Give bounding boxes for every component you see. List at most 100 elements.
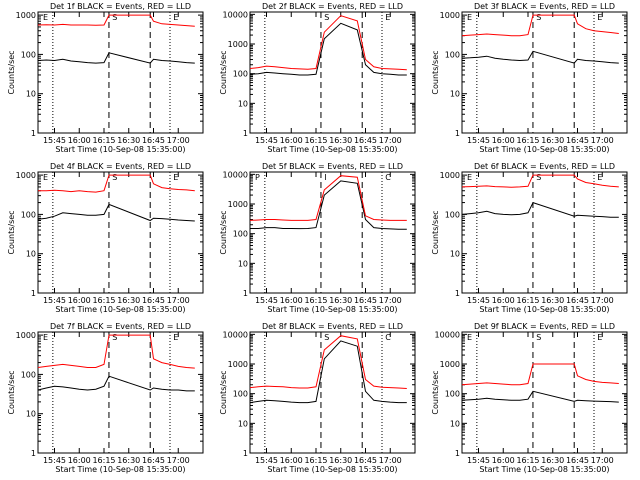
series-line-events [461,201,619,218]
series-line-lld [38,174,195,193]
series-line-events [37,203,195,222]
y-tick-label: 10 [450,250,460,259]
y-tick-label: 1000 [228,360,248,369]
x-tick-label: 16:30 [541,296,564,305]
event-marker-label: C [385,173,391,182]
series-line-lld [461,363,619,386]
y-tick-label: 1 [31,289,36,298]
event-marker-label: E [597,173,602,182]
event-marker-label: E [597,13,602,22]
x-tick-label: 15:45 [255,296,278,305]
plot-frame [249,171,416,294]
y-tick-label: 1000 [440,11,460,20]
y-tick-label: 10 [450,90,460,99]
series-line-lld [249,335,407,389]
x-tick-label: 16:15 [516,136,539,145]
y-tick-label: 100 [21,50,36,59]
x-tick-label: 17:00 [591,136,614,145]
chart-title: Det 6f BLACK = Events, RED = LLD [474,162,615,171]
chart-panel-4: Det 4f BLACK = Events, RED = LLD 1 10 100 10… [7,162,204,314]
y-tick-label: 100 [21,370,36,379]
event-marker-label: S [536,173,541,182]
series-line-lld [249,175,407,221]
x-tick-label: 15:45 [467,456,490,465]
y-axis-label: Counts/sec [7,370,16,414]
event-marker-label: S [536,333,541,342]
plot-frame [249,331,416,454]
series-line-lld [249,15,407,71]
x-tick-label: 16:00 [280,456,303,465]
y-tick-label: 1000 [228,40,248,49]
chart-panel-1: Det 1f BLACK = Events, RED = LLD 1 10 100 10… [7,2,204,154]
x-tick-label: 16:30 [329,296,352,305]
chart-title: Det 7f BLACK = Events, RED = LLD [50,322,191,331]
x-tick-label: 16:45 [142,456,165,465]
x-tick-label: 16:45 [566,136,589,145]
event-marker-label: I [324,173,326,182]
x-tick-label: 17:00 [591,456,614,465]
event-marker-label: S [324,333,329,342]
x-tick-label: 16:45 [566,296,589,305]
x-tick-label: 16:00 [492,296,515,305]
x-tick-label: 16:15 [92,456,115,465]
x-axis-label: Start Time (10-Sep-08 15:35:00) [55,305,185,314]
chart-panel-8: Det 8f BLACK = Events, RED = LLD 1 10 100 10… [219,322,416,474]
plot-frame [37,171,204,294]
y-axis-label: Counts/sec [219,210,228,254]
x-tick-label: 16:15 [304,456,327,465]
plot-frame [461,11,628,134]
y-axis-label: Counts/sec [7,210,16,254]
y-tick-label: 1 [31,129,36,138]
y-tick-label: 100 [445,50,460,59]
chart-panel-3: Det 3f BLACK = Events, RED = LLD 1 10 100 10… [431,2,628,154]
series-line-lld [461,14,619,37]
x-tick-label: 17:00 [167,296,190,305]
plot-frame [249,11,416,134]
series-line-events [461,50,619,64]
series-line-events [249,22,407,76]
event-marker-label: E [43,13,48,22]
y-tick-label: 1000 [16,171,36,180]
y-tick-label: 1 [243,449,248,458]
x-tick-label: 16:15 [92,296,115,305]
series-line-lld [461,174,619,188]
plot-frame [37,11,204,134]
x-tick-label: 17:00 [379,136,402,145]
x-tick-label: 16:30 [541,136,564,145]
x-tick-label: 16:15 [516,456,539,465]
x-axis-label: Start Time (10-Sep-08 15:35:00) [267,145,397,154]
x-tick-label: 16:15 [304,296,327,305]
y-axis-label: Counts/sec [219,370,228,414]
y-tick-label: 1000 [16,331,36,340]
event-marker-label: E [43,333,48,342]
y-axis-label: Counts/sec [431,50,440,94]
x-tick-label: 16:30 [117,296,140,305]
x-tick-label: 17:00 [591,296,614,305]
y-tick-label: 100 [233,230,248,239]
event-marker-label: E [173,13,178,22]
x-axis-label: Start Time (10-Sep-08 15:35:00) [479,145,609,154]
x-tick-label: 17:00 [167,136,190,145]
y-tick-label: 10000 [223,10,248,19]
series-line-lld [37,14,195,27]
y-tick-label: 100 [445,210,460,219]
chart-title: Det 2f BLACK = Events, RED = LLD [262,2,403,11]
event-marker-label: S [536,13,541,22]
chart-title: Det 8f BLACK = Events, RED = LLD [262,322,403,331]
y-tick-label: 100 [233,390,248,399]
chart-panel-9: Det 9f BLACK = Events, RED = LLD 1 10 100 10… [431,322,628,474]
x-tick-label: 16:00 [68,296,91,305]
x-axis-label: Start Time (10-Sep-08 15:35:00) [267,305,397,314]
y-tick-label: 1000 [16,11,36,20]
series-line-lld [37,334,195,369]
x-tick-label: 16:30 [541,456,564,465]
y-tick-label: 10 [26,90,36,99]
event-marker-label: E [597,333,602,342]
x-tick-label: 16:45 [354,136,377,145]
y-tick-label: 100 [233,70,248,79]
y-tick-label: 1 [243,129,248,138]
x-axis-label: Start Time (10-Sep-08 15:35:00) [479,465,609,474]
event-marker-label: E [385,13,390,22]
event-marker-label: E [467,333,472,342]
series-line-events [461,390,619,403]
